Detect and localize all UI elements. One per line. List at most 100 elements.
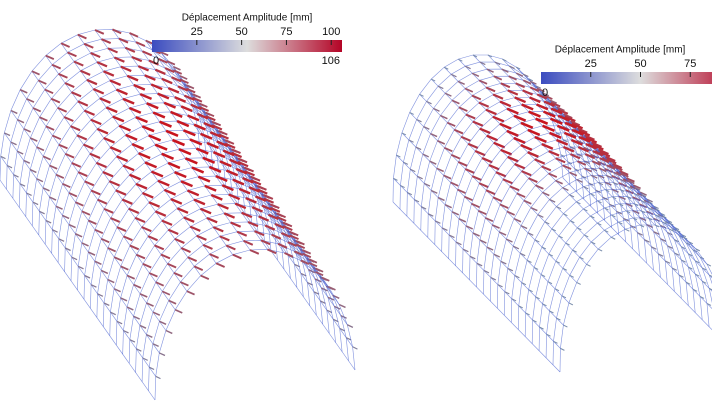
arrow bbox=[611, 196, 617, 200]
arrow bbox=[570, 120, 581, 127]
arrow bbox=[123, 329, 129, 334]
arrow bbox=[315, 267, 324, 273]
arrow bbox=[284, 252, 294, 258]
arrow bbox=[238, 187, 251, 195]
arrow bbox=[481, 157, 493, 164]
arrow bbox=[280, 232, 291, 238]
arrow bbox=[408, 139, 414, 143]
arrow bbox=[274, 222, 285, 229]
arrow bbox=[423, 125, 430, 130]
mesh-arc bbox=[109, 184, 311, 336]
arrow bbox=[669, 228, 674, 232]
arrow bbox=[502, 178, 513, 185]
arrow bbox=[518, 305, 524, 309]
arrow bbox=[618, 203, 624, 207]
arrow bbox=[141, 226, 152, 233]
arrow bbox=[549, 99, 558, 104]
arrow bbox=[520, 225, 528, 230]
arrow bbox=[300, 272, 307, 277]
arrow bbox=[229, 158, 241, 166]
arrow bbox=[141, 125, 155, 133]
arrow bbox=[604, 155, 616, 162]
arrow bbox=[556, 317, 561, 321]
arrow bbox=[626, 196, 632, 200]
arrow bbox=[410, 168, 416, 173]
arrow bbox=[655, 214, 660, 218]
arrow bbox=[26, 98, 35, 103]
arrow bbox=[120, 265, 129, 271]
arrow bbox=[161, 290, 171, 296]
arrow bbox=[121, 198, 133, 205]
arrow bbox=[148, 272, 158, 278]
arrow bbox=[258, 215, 270, 222]
arrow bbox=[77, 265, 84, 270]
arrow bbox=[598, 167, 607, 173]
arrow bbox=[154, 68, 166, 75]
arrow bbox=[583, 208, 588, 212]
arrow bbox=[513, 114, 527, 122]
mesh-arc bbox=[399, 61, 571, 210]
arrow bbox=[105, 106, 118, 114]
arrow bbox=[103, 207, 114, 214]
arrow bbox=[189, 225, 201, 232]
arrow bbox=[486, 68, 494, 73]
arrow bbox=[206, 216, 218, 224]
arrow bbox=[237, 157, 248, 164]
colorbar-title: Déplacement Amplitude [mm] bbox=[182, 13, 313, 24]
arrow bbox=[597, 148, 609, 156]
arrow bbox=[42, 187, 50, 192]
arrow bbox=[218, 133, 229, 140]
arrow bbox=[695, 260, 700, 264]
arrow bbox=[539, 326, 544, 330]
arrow bbox=[460, 135, 471, 142]
arrow bbox=[465, 113, 476, 120]
arrow bbox=[505, 238, 513, 243]
arrow bbox=[103, 70, 115, 77]
arrow bbox=[537, 214, 544, 218]
arrow bbox=[500, 260, 507, 265]
arrow bbox=[211, 124, 223, 131]
mesh-arc bbox=[552, 217, 712, 365]
arrow bbox=[688, 266, 693, 270]
arrow bbox=[555, 157, 566, 164]
arrow bbox=[590, 215, 595, 219]
arrow bbox=[112, 115, 125, 123]
arrow bbox=[476, 262, 483, 267]
arrow bbox=[436, 167, 445, 173]
arrow bbox=[146, 333, 153, 338]
arrow bbox=[471, 202, 480, 209]
arrow bbox=[136, 253, 146, 260]
arrow bbox=[440, 114, 448, 120]
arrow bbox=[179, 78, 189, 85]
arrow bbox=[17, 118, 25, 124]
arrow bbox=[562, 187, 569, 191]
arrow bbox=[625, 228, 630, 232]
arrow bbox=[556, 206, 562, 210]
arrow bbox=[536, 103, 549, 111]
arrow bbox=[618, 170, 629, 176]
arrow bbox=[437, 196, 445, 202]
arrow bbox=[709, 287, 712, 291]
arrow bbox=[521, 282, 527, 286]
arrow bbox=[403, 161, 409, 165]
arrow bbox=[300, 259, 310, 265]
arrow bbox=[39, 116, 48, 122]
arrow bbox=[83, 42, 94, 49]
arrow bbox=[486, 246, 494, 251]
arrow bbox=[131, 55, 143, 63]
arrow bbox=[204, 184, 217, 192]
arrow bbox=[0, 155, 6, 160]
arrow bbox=[313, 291, 320, 295]
arrow bbox=[37, 79, 47, 85]
arrow bbox=[160, 253, 171, 260]
arrow bbox=[125, 133, 138, 141]
arrow bbox=[332, 318, 339, 323]
arrow bbox=[254, 230, 265, 237]
arrow bbox=[58, 238, 65, 242]
arrow bbox=[457, 188, 466, 194]
arrow bbox=[75, 233, 83, 238]
arrow bbox=[234, 202, 247, 210]
arrow bbox=[58, 143, 68, 150]
arrow bbox=[640, 210, 646, 214]
